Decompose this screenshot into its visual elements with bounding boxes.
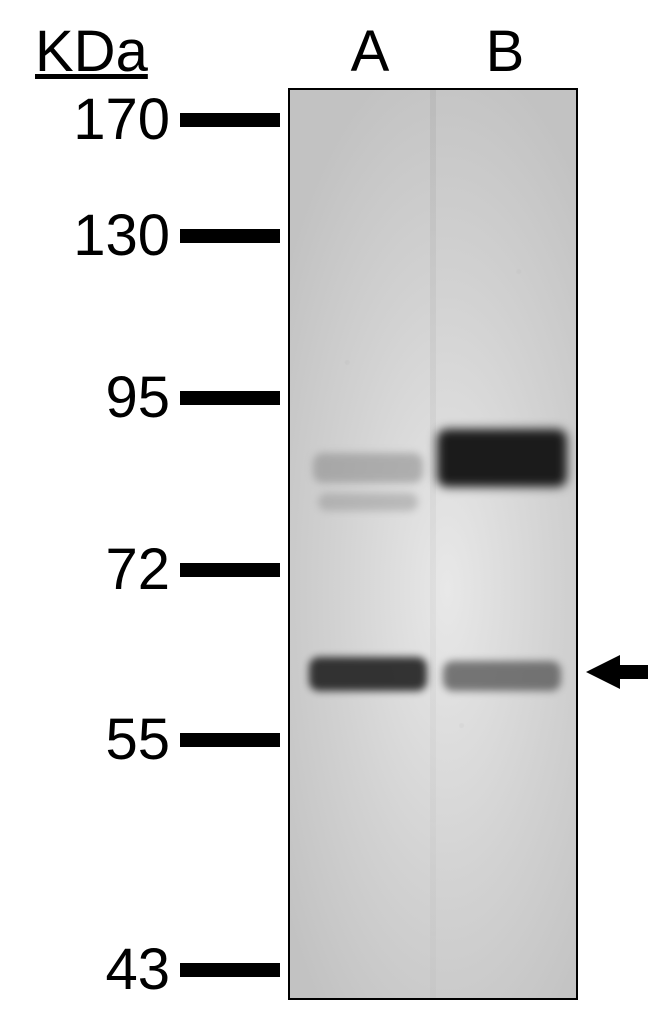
mw-marker-tick (180, 963, 280, 977)
western-blot-figure: KDa170 130 95 72 55 43 A B (0, 0, 650, 1036)
mw-marker-label: 43 (10, 936, 170, 1003)
mw-marker-tick (180, 229, 280, 243)
mw-marker-tick (180, 733, 280, 747)
lane-label: B (475, 18, 535, 85)
blot-band (313, 453, 423, 483)
mw-marker-tick (180, 563, 280, 577)
blot-band (309, 657, 427, 691)
unit-label: KDa (35, 18, 148, 85)
mw-marker-label: 95 (10, 364, 170, 431)
blot-band (437, 429, 567, 487)
blot-band (318, 493, 418, 511)
mw-marker-tick (180, 113, 280, 127)
mw-marker-label: 72 (10, 536, 170, 603)
mw-marker-label: 130 (10, 202, 170, 269)
mw-marker-label: 55 (10, 706, 170, 773)
mw-marker-tick (180, 391, 280, 405)
arrow-head-icon (586, 655, 620, 689)
lane-label: A (340, 18, 400, 85)
mw-marker-label: 170 (10, 86, 170, 153)
blot-membrane (288, 88, 578, 1000)
blot-band (443, 661, 561, 691)
arrow-shaft (620, 665, 648, 679)
lane-divider (430, 90, 436, 998)
